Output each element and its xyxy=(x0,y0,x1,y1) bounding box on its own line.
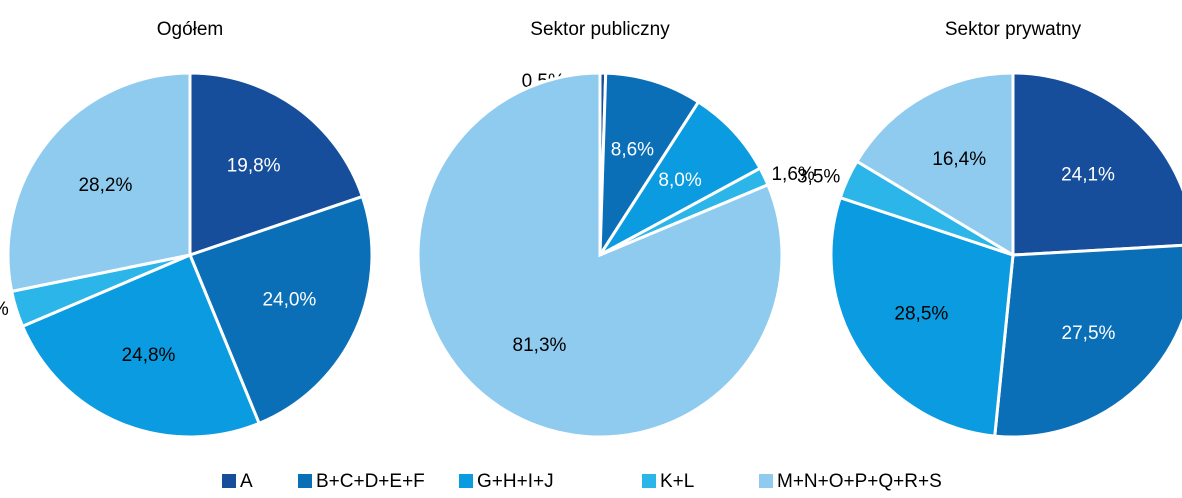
data-label: 81,3% xyxy=(513,335,567,356)
chart-title: Sektor prywatny xyxy=(945,19,1082,40)
legend-swatch xyxy=(298,474,312,488)
data-label: 8,6% xyxy=(611,140,654,161)
pie-slice xyxy=(598,99,763,257)
data-label: 24,0% xyxy=(262,289,316,310)
data-label: 8,0% xyxy=(658,170,701,191)
data-label: 27,5% xyxy=(1062,323,1116,344)
legend-swatch xyxy=(222,474,236,488)
data-label: 16,4% xyxy=(932,149,986,170)
legend-swatch xyxy=(759,474,773,488)
data-label: 28,5% xyxy=(894,303,948,324)
pie-slice xyxy=(854,71,1015,258)
pie-slice xyxy=(1011,71,1182,257)
pie-slice xyxy=(6,71,192,294)
pie-slice xyxy=(598,71,701,261)
pie-slice xyxy=(829,195,1015,438)
data-label: 24,1% xyxy=(1061,165,1115,186)
pie-slice xyxy=(416,71,784,439)
chart-title: Sektor publiczny xyxy=(530,19,670,40)
chart-title: Ogółem xyxy=(157,19,224,40)
legend-label: M+N+O+P+Q+R+S xyxy=(777,471,942,492)
legend-swatch xyxy=(642,474,656,488)
data-label: 19,8% xyxy=(227,155,281,176)
data-label: 3,2% xyxy=(0,299,9,320)
data-label: 28,2% xyxy=(78,175,132,196)
pie-slice xyxy=(993,243,1182,439)
data-label: 1,6% xyxy=(771,164,814,185)
legend-label: B+C+D+E+F xyxy=(316,471,425,492)
legend-swatch xyxy=(459,474,473,488)
data-label: 24,8% xyxy=(122,345,176,366)
data-label: 3,5% xyxy=(797,167,840,188)
pie-slice xyxy=(188,71,365,258)
legend-label: G+H+I+J xyxy=(477,471,554,492)
legend-label: A xyxy=(240,471,253,492)
pie-slice xyxy=(20,253,262,439)
legend-label: K+L xyxy=(660,471,694,492)
pie-slice xyxy=(188,194,374,426)
